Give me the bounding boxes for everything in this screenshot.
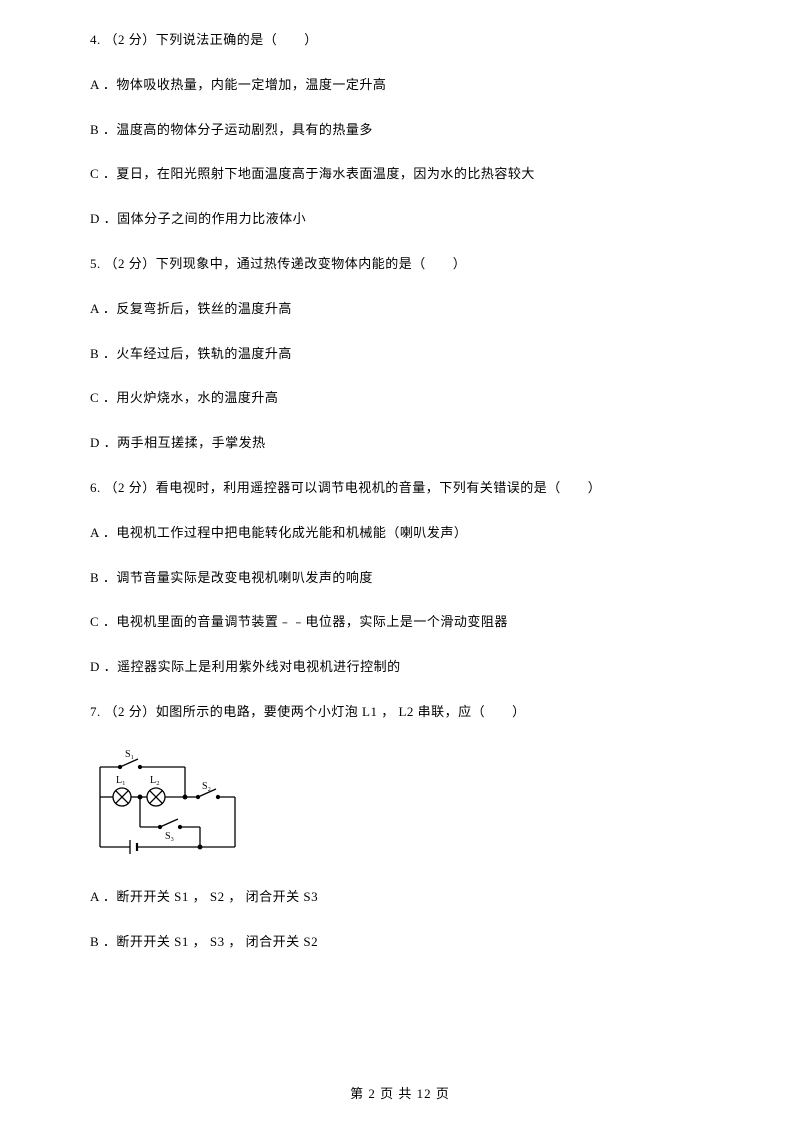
q5-optD: D ．两手相互搓揉，手掌发热: [90, 433, 710, 454]
q4-optD: D ．固体分子之间的作用力比液体小: [90, 209, 710, 230]
q6-stem: 6. （2 分）看电视时，利用遥控器可以调节电视机的音量，下列有关错误的是（ ）: [90, 478, 710, 499]
page-footer: 第 2 页 共 12 页: [0, 1083, 800, 1102]
q5-optC: C ．用火炉烧水，水的温度升高: [90, 388, 710, 409]
q5-optB: B ．火车经过后，铁轨的温度升高: [90, 344, 710, 365]
svg-text:L₁: L₁: [116, 775, 126, 786]
svg-text:S₃: S₃: [165, 831, 174, 842]
q5-stem: 5. （2 分）下列现象中，通过热传递改变物体内能的是（ ）: [90, 254, 710, 275]
q6-optA: A ．电视机工作过程中把电能转化成光能和机械能（喇叭发声）: [90, 523, 710, 544]
q4-stem: 4. （2 分）下列说法正确的是（ ）: [90, 30, 710, 51]
q4-optA: A ．物体吸收热量，内能一定增加，温度一定升高: [90, 75, 710, 96]
q5-optA: A ．反复弯折后，铁丝的温度升高: [90, 299, 710, 320]
q4-optB: B ．温度高的物体分子运动剧烈，具有的热量多: [90, 120, 710, 141]
q6-optC: C ．电视机里面的音量调节装置﹣﹣电位器，实际上是一个滑动变阻器: [90, 612, 710, 633]
svg-text:S₂: S₂: [202, 781, 211, 792]
q7-stem: 7. （2 分）如图所示的电路，要使两个小灯泡 L1 ， L2 串联，应（ ）: [90, 702, 710, 723]
q7-optA: A ．断开开关 S1 ， S2 ， 闭合开关 S3: [90, 887, 710, 908]
svg-text:L₂: L₂: [150, 775, 160, 786]
svg-text:S₁: S₁: [125, 749, 134, 760]
q7-optB: B ．断开开关 S1 ， S3 ， 闭合开关 S2: [90, 932, 710, 953]
circuit-diagram: S₁ L₁ L₂ S₂ S₃: [90, 747, 710, 867]
q6-optB: B ．调节音量实际是改变电视机喇叭发声的响度: [90, 568, 710, 589]
q6-optD: D ．遥控器实际上是利用紫外线对电视机进行控制的: [90, 657, 710, 678]
q4-optC: C ．夏日，在阳光照射下地面温度高于海水表面温度，因为水的比热容较大: [90, 164, 710, 185]
